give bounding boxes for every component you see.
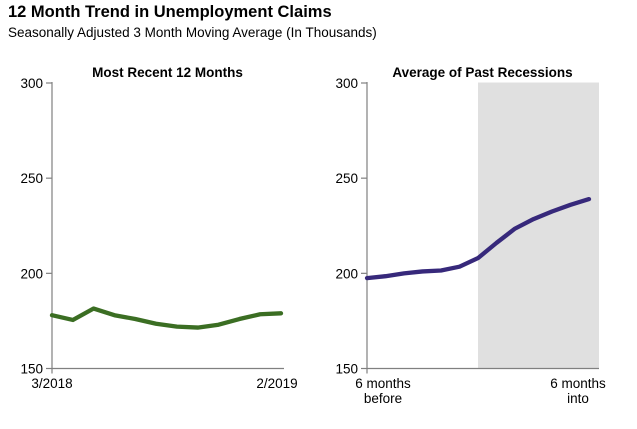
y-tick-label: 300	[335, 76, 358, 91]
y-tick-label: 150	[20, 362, 43, 377]
recession-band	[478, 82, 599, 369]
data-line	[364, 196, 592, 281]
x-tick-label: 6 months	[355, 376, 411, 391]
data-line	[49, 306, 284, 330]
past-recessions-chart: Average of Past Recessions 150 200 250 300 6 …	[335, 65, 606, 406]
y-tick-label: 300	[20, 76, 43, 91]
y-tick-label: 250	[335, 171, 358, 186]
x-tick-label: 3/2018	[31, 376, 72, 391]
page-title: 12 Month Trend in Unemployment Claims	[8, 3, 332, 21]
x-tick-label: 6 months	[550, 376, 606, 391]
x-tick-label: 2/2019	[256, 376, 297, 391]
y-tick-label: 200	[20, 266, 43, 281]
x-tick-label: before	[364, 391, 402, 406]
page-subtitle: Seasonally Adjusted 3 Month Moving Avera…	[8, 25, 377, 40]
y-tick-label: 150	[335, 362, 358, 377]
y-tick-label: 200	[335, 266, 358, 281]
x-tick-label: into	[567, 391, 589, 406]
panel-title: Most Recent 12 Months	[92, 65, 243, 80]
y-tick-label: 250	[20, 171, 43, 186]
panel-title: Average of Past Recessions	[392, 65, 572, 80]
recent-12-months-chart: Most Recent 12 Months 150 200 250 300 3/2018 2…	[20, 65, 297, 391]
